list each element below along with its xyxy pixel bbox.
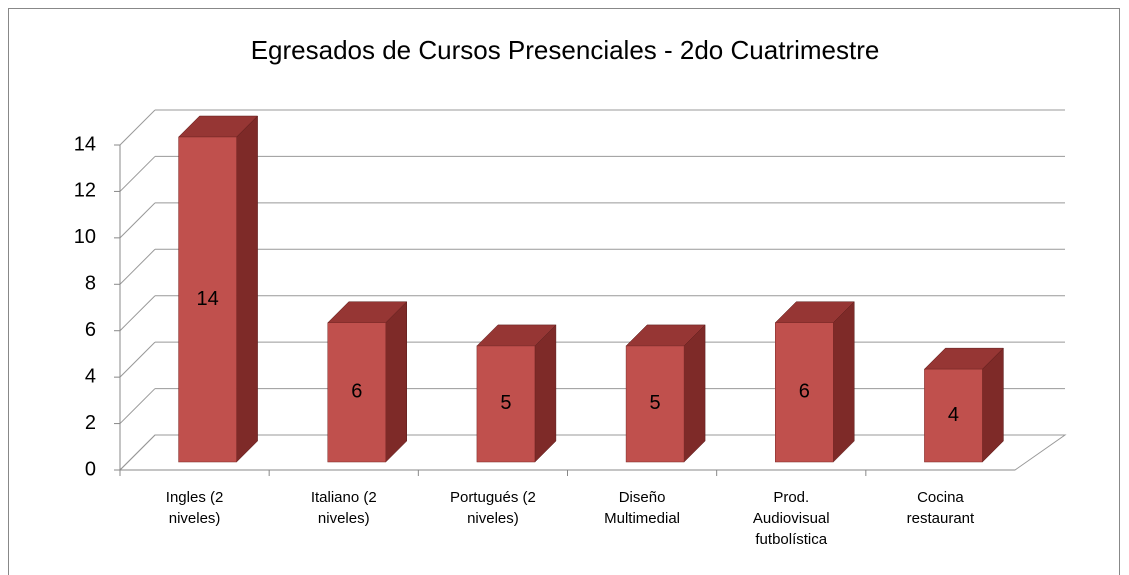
x-tick-label: Cocina restaurant: [907, 489, 975, 527]
bar: [327, 322, 386, 463]
y-tick-label: 6: [85, 319, 96, 341]
y-tick-label: 14: [74, 133, 96, 155]
x-tick-label: Portugués (2 niveles): [450, 489, 536, 527]
x-tick-label: Diseño Multimedial: [604, 489, 680, 527]
bar-side: [833, 301, 855, 463]
y-tick-label: 2: [85, 412, 96, 434]
bar-side: [385, 301, 407, 463]
bar: [178, 136, 237, 463]
bar: [775, 322, 834, 463]
bar: [476, 345, 536, 463]
grid-line: [119, 341, 156, 378]
bar: [924, 368, 983, 463]
x-tick-label-line: futbolística: [755, 531, 827, 548]
data-label: 14: [196, 288, 218, 310]
data-label: 4: [948, 404, 959, 426]
x-tick-label-line: Italiano (2: [311, 489, 377, 506]
x-tick-label-line: Audiovisual: [753, 510, 830, 527]
data-label: 5: [650, 392, 661, 414]
chart-title: Egresados de Cursos Presenciales - 2do C…: [251, 35, 880, 65]
bar-side: [236, 115, 258, 463]
y-tick-label: 10: [74, 226, 96, 248]
bar: [625, 345, 685, 463]
grid-line: [119, 434, 156, 471]
grid-line: [119, 295, 156, 332]
x-tick-label-line: Multimedial: [604, 510, 680, 527]
grid-line: [119, 156, 156, 192]
x-tick-label-line: niveles): [467, 510, 519, 527]
data-label: 6: [351, 381, 362, 403]
y-tick-label: 0: [85, 458, 96, 480]
grid-line: [119, 109, 156, 146]
x-tick-label-line: Portugués (2: [450, 489, 536, 506]
x-tick-label: Italiano (2 niveles): [311, 489, 377, 527]
y-tick-label: 12: [74, 180, 96, 202]
y-tick-label: 4: [85, 365, 96, 387]
x-tick-label-line: restaurant: [907, 510, 975, 527]
x-tick-label-line: Cocina: [917, 489, 964, 506]
x-tick-label-line: Diseño: [619, 489, 666, 506]
x-tick-label-line: Prod.: [773, 489, 809, 506]
x-tick-label-line: niveles): [169, 510, 221, 527]
x-tick-label: Prod. Audiovisual futbolística: [753, 489, 830, 548]
x-tick-label-line: Ingles (2: [166, 489, 224, 506]
x-tick-label: Ingles (2 niveles): [166, 489, 224, 527]
floor: [118, 434, 1067, 471]
grid-line: [119, 388, 156, 424]
bar-side: [683, 324, 706, 463]
data-label: 5: [500, 392, 511, 414]
data-label: 6: [799, 381, 810, 403]
grid-line: [119, 202, 156, 239]
x-tick-label-line: niveles): [318, 510, 370, 527]
y-tick-label: 8: [85, 273, 96, 295]
grid-line: [119, 248, 156, 285]
bar-side: [534, 324, 557, 463]
